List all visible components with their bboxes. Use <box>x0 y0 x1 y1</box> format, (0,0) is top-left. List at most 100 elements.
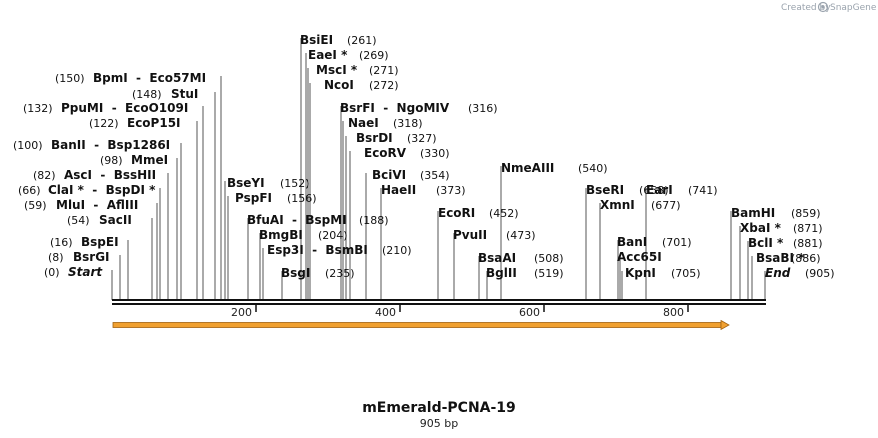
site-label-eari[interactable]: EarI <box>646 183 673 197</box>
site-position-bsrdi: (327) <box>407 132 437 145</box>
site-position-bmgbi: (204) <box>318 229 348 242</box>
tick-label-400: 400 <box>375 306 396 319</box>
site-label-bsgi[interactable]: BsgI <box>281 266 310 280</box>
site-label-ncoi[interactable]: NcoI <box>324 78 354 92</box>
site-label-bfuai-bspmi[interactable]: BfuAI - BspMI <box>247 213 347 227</box>
site-position-ncoi: (272) <box>369 79 399 92</box>
site-position-ecorv: (330) <box>420 147 450 160</box>
plasmid-length: 905 bp <box>420 417 458 430</box>
snapgene-logo-icon <box>817 1 829 13</box>
site-label-mmei[interactable]: MmeI <box>131 153 168 167</box>
feature-arrow[interactable] <box>112 319 730 331</box>
site-position-bsabi: (886) <box>791 252 821 265</box>
site-label-bmgbi[interactable]: BmgBI <box>259 228 303 242</box>
site-label-bsrgi[interactable]: BsrGI <box>73 250 110 264</box>
site-label-pspfi[interactable]: PspFI <box>235 191 272 205</box>
site-position-eaei: (269) <box>359 49 389 62</box>
site-label-bsiei[interactable]: BsiEI <box>300 33 333 47</box>
site-position-bcli: (881) <box>793 237 823 250</box>
site-label-bsrdi[interactable]: BsrDI <box>356 131 393 145</box>
sequence-backbone <box>112 299 766 305</box>
site-position-banii-bsp1286i: (100) <box>13 139 43 152</box>
site-label-bamhi[interactable]: BamHI <box>731 206 775 220</box>
site-label-mlui-afliii[interactable]: MluI - AflIII <box>56 198 138 212</box>
site-position-bspei: (16) <box>50 236 73 249</box>
site-label-haeii[interactable]: HaeII <box>381 183 416 197</box>
site-label-acc65i[interactable]: Acc65I <box>617 250 662 264</box>
site-label-esp3i-bsmbi[interactable]: Esp3I - BsmBI <box>267 243 368 257</box>
site-label-ecori[interactable]: EcoRI <box>438 206 475 220</box>
site-label-eaei[interactable]: EaeI * <box>308 48 348 62</box>
site-position-start: (0) <box>44 266 60 279</box>
site-position-bsrgi: (8) <box>48 251 64 264</box>
site-label-naei[interactable]: NaeI <box>348 116 379 130</box>
site-position-bsiei: (261) <box>347 34 377 47</box>
site-label-ecop15i[interactable]: EcoP15I <box>127 116 181 130</box>
site-position-bsrfi-ngomiv: (316) <box>468 102 498 115</box>
site-position-clai-bspdi: (66) <box>18 184 41 197</box>
site-label-stui[interactable]: StuI <box>171 87 198 101</box>
site-label-bseri[interactable]: BseRI <box>586 183 624 197</box>
site-position-ecop15i: (122) <box>89 117 119 130</box>
site-position-mlui-afliii: (59) <box>24 199 47 212</box>
tick-label-200: 200 <box>231 306 252 319</box>
site-position-stui: (148) <box>132 88 162 101</box>
tick-label-600: 600 <box>519 306 540 319</box>
site-label-banii-bsp1286i[interactable]: BanII - Bsp1286I <box>51 138 170 152</box>
site-position-ecori: (452) <box>489 207 519 220</box>
site-label-pvuii[interactable]: PvuII <box>453 228 487 242</box>
site-label-bsaai[interactable]: BsaAI <box>478 251 516 265</box>
site-position-end: (905) <box>805 267 835 280</box>
site-position-xbai: (871) <box>793 222 823 235</box>
site-position-pspfi: (156) <box>287 192 317 205</box>
site-position-bseri: (658) <box>639 184 669 197</box>
site-position-kpni: (705) <box>671 267 701 280</box>
site-label-bsabi[interactable]: BsaBI * <box>756 251 805 265</box>
credit-text: Created by <box>781 3 831 13</box>
site-label-bcivi[interactable]: BciVI <box>372 168 406 182</box>
site-label-msci[interactable]: MscI * <box>316 63 358 77</box>
site-label-bseyi[interactable]: BseYI <box>227 176 265 190</box>
site-label-clai-bspdi[interactable]: ClaI * - BspDI * <box>48 183 156 197</box>
site-position-bglii: (519) <box>534 267 564 280</box>
site-label-bsrfi-ngomiv[interactable]: BsrFI - NgoMIV <box>340 101 450 115</box>
site-position-bani: (701) <box>662 236 692 249</box>
site-position-bpmi-eco57mi: (150) <box>55 72 85 85</box>
axis-ticks: 200 400 600 800 <box>231 305 689 319</box>
tick-label-800: 800 <box>663 306 684 319</box>
site-label-bspei[interactable]: BspEI <box>81 235 119 249</box>
site-label-bpmi-eco57mi[interactable]: BpmI - Eco57MI <box>93 71 206 85</box>
site-position-haeii: (373) <box>436 184 466 197</box>
site-label-xbai[interactable]: XbaI * <box>740 221 782 235</box>
site-position-pvuii: (473) <box>506 229 536 242</box>
credit-brand: SnapGene <box>830 3 877 13</box>
site-position-bsaai: (508) <box>534 252 564 265</box>
site-position-asci-bsshii: (82) <box>33 169 56 182</box>
site-label-end[interactable]: End <box>765 266 791 280</box>
plasmid-name: mEmerald-PCNA-19 <box>362 400 516 416</box>
site-label-ecorv[interactable]: EcoRV <box>364 146 407 160</box>
site-label-bani[interactable]: BanI <box>617 235 647 249</box>
site-label-sacii[interactable]: SacII <box>99 213 132 227</box>
site-label-start[interactable]: Start <box>68 265 103 279</box>
site-position-sacii: (54) <box>67 214 90 227</box>
site-position-bfuai-bspmi: (188) <box>359 214 389 227</box>
site-label-asci-bsshii[interactable]: AscI - BssHII <box>64 168 156 182</box>
site-position-bamhi: (859) <box>791 207 821 220</box>
site-position-naei: (318) <box>393 117 423 130</box>
site-label-xmni[interactable]: XmnI <box>600 198 635 212</box>
site-label-kpni[interactable]: KpnI <box>625 266 656 280</box>
site-position-bcivi: (354) <box>420 169 450 182</box>
site-position-nmeaiii: (540) <box>578 162 608 175</box>
site-label-ppumi-ecoo109i[interactable]: PpuMI - EcoO109I <box>61 101 188 115</box>
site-label-bcli[interactable]: BclI * <box>748 236 784 250</box>
site-label-bglii[interactable]: BglII <box>486 266 517 280</box>
site-label-nmeaiii[interactable]: NmeAIII <box>501 161 554 175</box>
site-position-msci: (271) <box>369 64 399 77</box>
site-position-ppumi-ecoo109i: (132) <box>23 102 53 115</box>
site-position-xmni: (677) <box>651 199 681 212</box>
site-position-bsgi: (235) <box>325 267 355 280</box>
site-position-esp3i-bsmbi: (210) <box>382 244 412 257</box>
site-position-eari: (741) <box>688 184 718 197</box>
